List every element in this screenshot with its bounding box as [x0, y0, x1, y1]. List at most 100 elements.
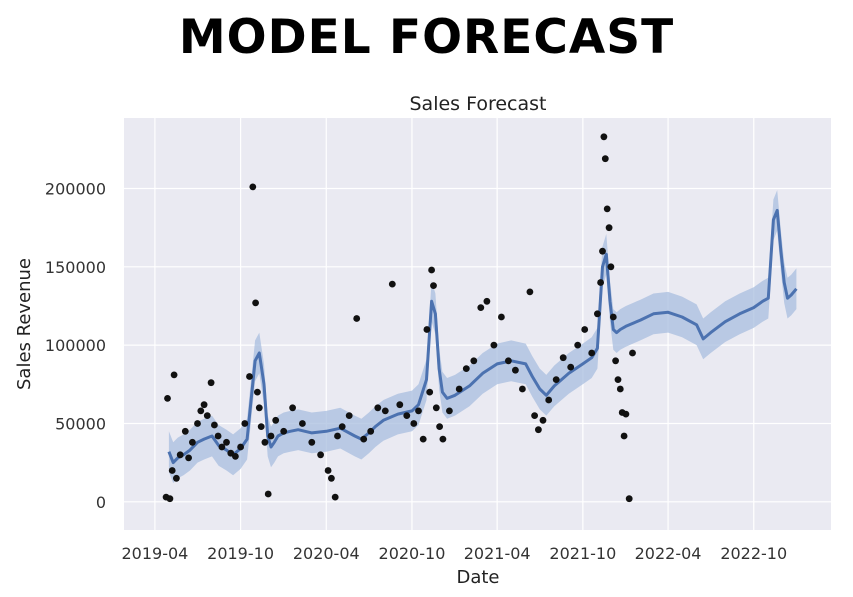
observed-point: [396, 401, 404, 409]
y-tick-label: 200000: [45, 179, 106, 198]
observed-point: [470, 357, 478, 365]
observed-point: [367, 427, 375, 435]
observed-point: [574, 341, 582, 349]
observed-point: [246, 373, 253, 380]
x-tick-label: 2022-10: [720, 544, 787, 563]
observed-point: [272, 416, 280, 424]
observed-point: [436, 423, 443, 430]
observed-point: [614, 376, 622, 383]
observed-point: [252, 299, 259, 307]
observed-point: [261, 438, 269, 446]
observed-points: [162, 133, 636, 503]
observed-point: [211, 421, 218, 429]
x-tick-labels: 2019-04 2019-10 2020-04 2020-10 2021-04 2021-…: [121, 544, 787, 563]
observed-point: [381, 407, 389, 415]
forecast-line-path: [167, 208, 798, 465]
y-tick-label: 50000: [55, 414, 106, 433]
observed-point: [605, 224, 613, 232]
observed-point: [308, 438, 316, 446]
chart-title: Sales Forecast: [409, 93, 546, 115]
observed-point: [237, 443, 245, 451]
observed-point: [374, 404, 382, 412]
observed-point: [249, 183, 257, 191]
observed-point: [334, 432, 341, 440]
observed-point: [317, 451, 324, 459]
observed-point: [189, 438, 196, 446]
observed-point: [299, 420, 306, 427]
x-tick-label: 2020-10: [379, 544, 446, 563]
observed-point: [410, 420, 418, 427]
observed-point: [430, 282, 437, 289]
observed-point: [505, 357, 512, 365]
observed-point: [512, 366, 519, 374]
observed-point: [200, 401, 208, 409]
y-axis-title: Sales Revenue: [14, 258, 35, 390]
observed-point: [166, 495, 174, 503]
observed-point: [170, 371, 178, 379]
x-tick-label: 2021-04: [464, 544, 531, 563]
observed-point: [331, 493, 339, 501]
observed-point: [423, 326, 431, 333]
x-tick-label: 2020-04: [293, 544, 360, 563]
y-tick-label: 100000: [45, 336, 106, 355]
observed-point: [214, 432, 222, 440]
observed-point: [432, 404, 440, 412]
forecast-line: [167, 208, 798, 465]
observed-point: [616, 385, 624, 393]
observed-point: [594, 310, 601, 318]
observed-point: [535, 426, 542, 434]
observed-point: [601, 155, 609, 163]
y-tick-label: 150000: [45, 258, 106, 277]
observed-point: [164, 395, 171, 402]
x-tick-label: 2019-10: [207, 544, 274, 563]
observed-point: [223, 438, 230, 446]
observed-point: [455, 385, 463, 393]
observed-point: [498, 313, 505, 321]
observed-point: [428, 266, 435, 274]
observed-point: [519, 385, 526, 393]
observed-point: [194, 420, 201, 427]
observed-point: [607, 263, 615, 271]
observed-point: [581, 326, 589, 333]
observed-point: [267, 432, 275, 440]
observed-point: [181, 427, 189, 435]
x-tick-label: 2019-04: [121, 544, 188, 563]
observed-point: [254, 388, 261, 396]
observed-point: [620, 432, 628, 440]
observed-point: [168, 467, 176, 474]
x-tick-label: 2022-04: [635, 544, 702, 563]
observed-point: [559, 354, 567, 362]
observed-point: [185, 454, 193, 462]
observed-point: [599, 247, 606, 255]
observed-point: [567, 363, 575, 371]
observed-point: [280, 427, 288, 435]
observed-point: [257, 423, 265, 430]
observed-point: [603, 205, 611, 213]
observed-point: [203, 412, 211, 419]
observed-point: [545, 396, 553, 404]
observed-point: [483, 297, 491, 305]
observed-point: [588, 349, 596, 357]
observed-point: [531, 412, 538, 419]
observed-point: [173, 474, 180, 482]
observed-point: [526, 288, 534, 296]
observed-point: [629, 349, 636, 357]
observed-point: [539, 416, 547, 424]
observed-point: [612, 357, 619, 365]
observed-point: [446, 407, 453, 415]
y-tick-labels: 0 50000 100000 150000 200000: [45, 179, 106, 511]
observed-point: [403, 412, 411, 419]
observed-point: [232, 453, 239, 460]
observed-point: [176, 451, 184, 459]
observed-point: [462, 365, 470, 372]
observed-point: [388, 280, 396, 288]
observed-point: [490, 341, 498, 349]
observed-point: [264, 490, 272, 498]
x-axis-title: Date: [456, 567, 499, 588]
observed-point: [207, 379, 215, 387]
observed-point: [338, 423, 346, 430]
observed-point: [415, 407, 422, 415]
banner-title: MODEL FORECAST: [178, 10, 675, 65]
observed-point: [439, 435, 447, 443]
